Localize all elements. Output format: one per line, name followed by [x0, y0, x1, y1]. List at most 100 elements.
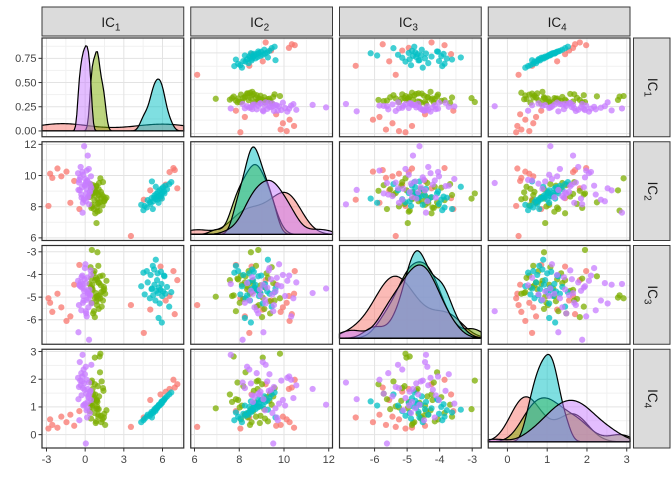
scatter-point-group-1-salmon	[170, 376, 177, 383]
scatter-point-group-1-salmon	[441, 376, 448, 383]
scatter-point-group-4-purple	[587, 272, 595, 279]
scatter-point-group-1-salmon	[441, 164, 448, 172]
scatter-point-group-3-cyan	[425, 411, 432, 418]
scatter-point-group-4-purple	[597, 196, 604, 203]
scatter-point-group-2-green	[471, 377, 478, 384]
row-strip-IC1: IC1	[633, 37, 671, 138]
scatter-point-group-3-cyan	[240, 271, 247, 279]
scatter-point-group-3-cyan	[528, 57, 536, 64]
strip-label-subscript: 1	[115, 23, 121, 34]
scatter-point-group-1-salmon	[279, 413, 286, 420]
scatter-point-group-3-cyan	[418, 46, 425, 53]
scatter-point-group-4-purple	[575, 163, 582, 171]
scatter-point-group-4-purple	[288, 102, 295, 109]
scatter-point-group-1-salmon	[395, 170, 403, 177]
scatter-point-group-1-salmon	[47, 416, 54, 423]
scatter-point-group-4-purple	[429, 386, 436, 393]
scatter-point-group-1-salmon	[518, 126, 525, 133]
scatter-point-group-2-green	[95, 262, 102, 269]
scatter-point-group-4-purple	[451, 400, 458, 407]
scatter-point-group-1-salmon	[518, 308, 525, 315]
panel-border	[41, 244, 185, 345]
scatter-point-group-1-salmon	[166, 169, 173, 176]
scatter-point-group-4-purple	[243, 279, 251, 287]
scatter-point-group-4-purple	[75, 329, 82, 336]
scatter-point-group-1-salmon	[67, 313, 74, 320]
scatter-point-group-4-purple	[425, 382, 432, 389]
scatter-point-group-4-purple	[431, 177, 438, 184]
scatter-point-group-1-salmon	[171, 384, 178, 391]
scatter-point-group-2-green	[468, 95, 475, 102]
panel-border	[338, 141, 482, 242]
scatter-point-group-1-salmon	[379, 41, 386, 48]
scatter-point-group-3-cyan	[416, 57, 423, 64]
scatter-point-group-4-purple	[342, 379, 350, 386]
scatter-point-group-3-cyan	[534, 271, 541, 279]
scatter-point-group-2-green	[561, 210, 569, 217]
scatter-point-group-1-salmon	[279, 120, 286, 127]
scatter-point-group-2-green	[448, 94, 456, 101]
scatter-point-group-4-purple	[535, 291, 542, 298]
row-strip-background	[633, 348, 671, 449]
scatter-point-group-3-cyan	[448, 205, 456, 213]
scatter-point-group-4-purple	[76, 358, 83, 366]
y-tick-label: -5	[27, 292, 37, 304]
scatter-point-group-4-purple	[284, 108, 291, 115]
scatter-point-group-4-purple	[555, 108, 562, 115]
scatter-point-group-2-green	[383, 396, 391, 403]
scatter-point-group-1-salmon	[561, 263, 569, 270]
scatter-point-group-2-green	[95, 413, 102, 420]
scatter-point-group-2-green	[97, 295, 104, 302]
scatter-point-group-4-purple	[618, 280, 626, 288]
scatter-point-group-2-green	[255, 377, 262, 384]
scatter-point-group-4-purple	[546, 292, 553, 300]
panel-r1-c1	[41, 37, 185, 138]
scatter-point-group-4-purple	[421, 358, 429, 366]
x-tick-label: 3	[624, 454, 630, 466]
scatter-point-group-4-purple	[571, 299, 578, 306]
row-strip-background	[633, 141, 671, 241]
scatter-point-group-3-cyan	[235, 267, 242, 275]
scatter-point-group-1-salmon	[174, 277, 181, 284]
scatter-point-group-2-green	[387, 406, 394, 413]
scatter-point-group-2-green	[259, 354, 266, 361]
scatter-point-group-4-purple	[85, 379, 93, 386]
scatter-point-group-3-cyan	[240, 57, 247, 65]
scatter-point-group-4-purple	[278, 377, 285, 384]
scatter-point-group-2-green	[94, 195, 101, 202]
scatter-point-group-3-cyan	[168, 389, 175, 396]
scatter-point-group-1-salmon	[530, 304, 537, 311]
scatter-point-group-2-green	[235, 396, 242, 404]
scatter-point-group-1-salmon	[352, 196, 359, 203]
scatter-point-group-3-cyan	[421, 406, 429, 413]
scatter-point-group-1-salmon	[392, 232, 399, 240]
scatter-point-group-2-green	[261, 415, 269, 422]
row-strip-IC3: IC3	[633, 245, 671, 345]
scatter-point-group-1-salmon	[369, 168, 377, 175]
scatter-point-group-1-salmon	[517, 177, 524, 185]
scatter-point-group-4-purple	[80, 297, 87, 304]
scatter-point-group-1-salmon	[49, 174, 56, 181]
panel-r4-c2	[190, 348, 334, 449]
scatter-point-group-3-cyan	[522, 201, 529, 208]
scatter-point-group-3-cyan	[144, 279, 151, 286]
scatter-point-group-4-purple	[88, 185, 95, 192]
y-tick-label: -4	[27, 269, 37, 281]
scatter-point-group-4-purple	[563, 310, 570, 317]
scatter-point-group-4-purple	[269, 409, 276, 417]
scatter-point-group-1-salmon	[45, 202, 52, 210]
scatter-point-group-2-green	[375, 96, 382, 104]
scatter-point-group-4-purple	[556, 165, 564, 173]
x-tick-label: 12	[323, 454, 335, 466]
scatter-point-group-3-cyan	[443, 55, 450, 62]
scatter-point-group-2-green	[581, 246, 589, 254]
scatter-point-group-3-cyan	[530, 267, 537, 275]
scatter-point-group-4-purple	[491, 179, 498, 187]
scatter-point-group-4-purple	[591, 103, 598, 110]
scatter-point-group-2-green	[539, 88, 546, 95]
scatter-point-group-3-cyan	[440, 401, 447, 408]
scatter-point-group-2-green	[212, 405, 219, 412]
scatter-point-group-3-cyan	[243, 292, 251, 299]
scatter-point-group-4-purple	[422, 351, 430, 358]
scatter-point-group-4-purple	[261, 407, 269, 414]
